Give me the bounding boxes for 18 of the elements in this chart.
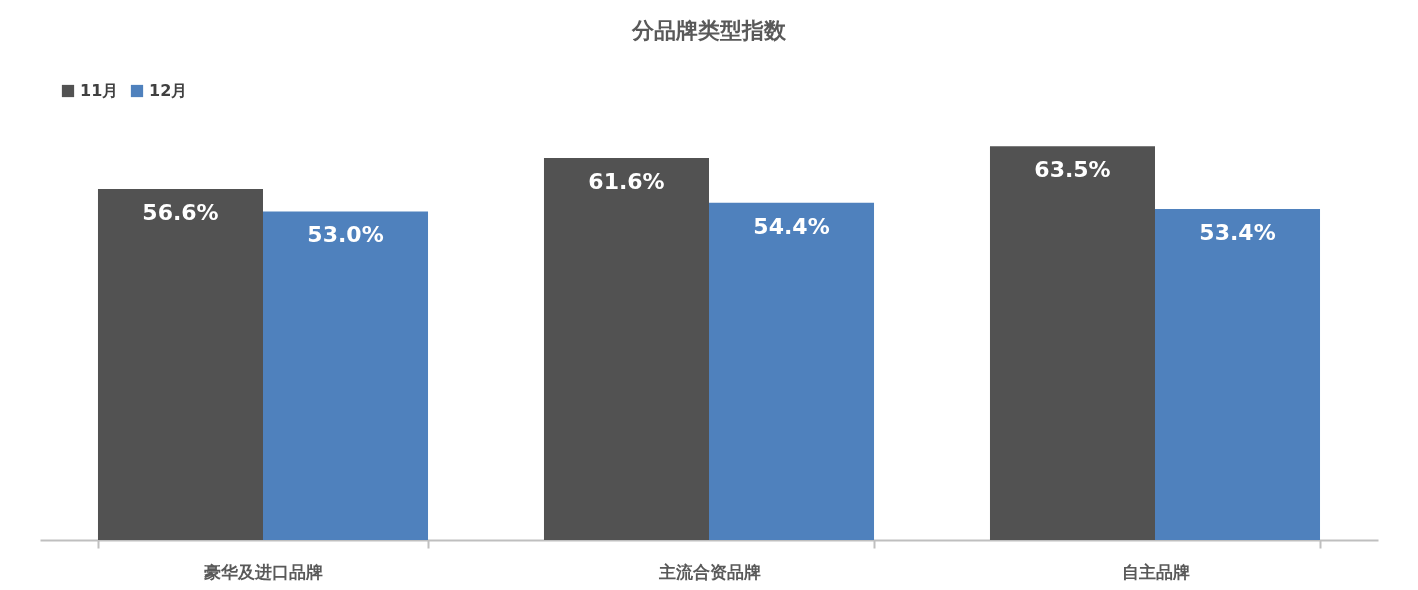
bar <box>1155 208 1321 540</box>
data-label: 54.4% <box>753 213 830 239</box>
data-label: 56.6% <box>142 200 219 226</box>
data-label: 63.5% <box>1034 157 1111 183</box>
data-label: 61.6% <box>588 169 665 195</box>
x-tick-label: 主流合资品牌 <box>657 561 761 582</box>
data-label: 53.0% <box>307 222 384 248</box>
chart-title: 分品牌类型指数 <box>631 18 787 43</box>
bar <box>97 189 263 540</box>
bar <box>263 211 429 540</box>
legend-label: 12月 <box>149 81 188 100</box>
x-tick-label: 自主品牌 <box>1121 561 1190 582</box>
bar <box>989 146 1155 540</box>
x-tick-label: 豪华及进口品牌 <box>203 561 323 582</box>
legend-label: 11月 <box>80 81 119 100</box>
bar <box>709 202 875 540</box>
bar <box>543 158 709 540</box>
data-label: 53.4% <box>1199 219 1276 245</box>
